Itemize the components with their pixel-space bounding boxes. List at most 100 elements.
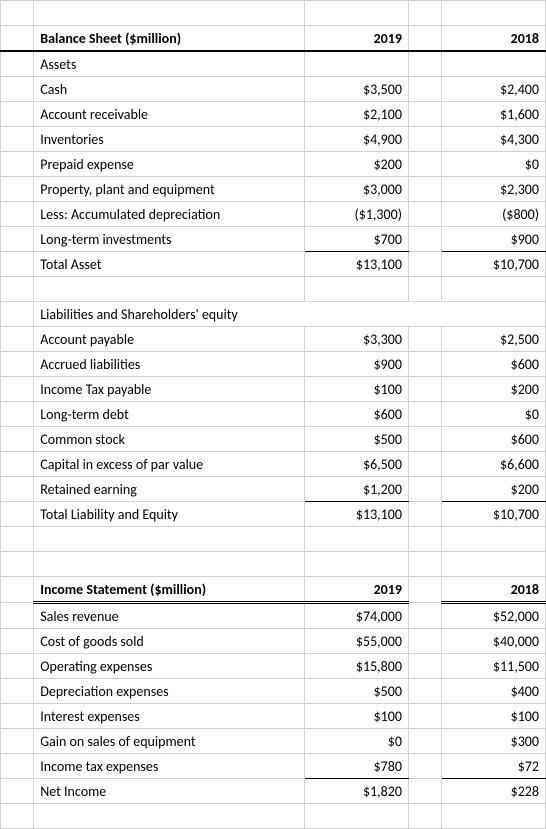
table-row: Property, plant and equipment$3,000 $2,30… — [1, 177, 546, 202]
row-y2: $0 — [442, 152, 546, 177]
row-label: Common stock — [34, 427, 305, 452]
row-y2: ($800) — [442, 202, 546, 227]
row-y1: $100 — [305, 704, 409, 729]
row-label: Capital in excess of par value — [34, 452, 305, 477]
row-label: Interest expenses — [34, 704, 305, 729]
row-y2: $200 — [442, 377, 546, 402]
row-label: Accrued liabilities — [34, 352, 305, 377]
table-row: Retained earning$1,200$200 — [1, 477, 546, 502]
table-row: Common stock$500 $600 — [1, 427, 546, 452]
table-row: Gain on sales of equipment$0 $300 — [1, 729, 546, 754]
table-row: Cash$3,500$2,400 — [1, 77, 546, 102]
table-row: Income tax expenses$780$72 — [1, 754, 546, 779]
row-label: Income Tax payable — [34, 377, 305, 402]
assets-heading-row: Assets — [1, 51, 546, 77]
row-y2: $400 — [442, 679, 546, 704]
total-liab-label: Total Liability and Equity — [34, 502, 305, 527]
row-y1: $55,000 — [305, 629, 409, 654]
table-row: Income Tax payable$100 $200 — [1, 377, 546, 402]
row-label: Gain on sales of equipment — [34, 729, 305, 754]
row-y1: $200 — [305, 152, 409, 177]
row-y2: $6,600 — [442, 452, 546, 477]
row-y2: $200 — [442, 477, 546, 502]
row-y1: $500 — [305, 427, 409, 452]
blank-row — [1, 804, 546, 829]
row-y2: $2,500 — [442, 327, 546, 352]
total-liab-y1: $13,100 — [305, 502, 409, 527]
row-y2: $300 — [442, 729, 546, 754]
row-y1: $0 — [305, 729, 409, 754]
row-label: Less: Accumulated depreciation — [34, 202, 305, 227]
row-y1: $74,000 — [305, 603, 409, 629]
assets-heading: Assets — [40, 56, 76, 73]
is-year-2018: 2018 — [442, 577, 546, 603]
total-assets-y2: $10,700 — [442, 252, 546, 277]
row-y1: $780 — [305, 754, 409, 779]
row-y1: $15,800 — [305, 654, 409, 679]
table-row: Cost of goods sold$55,000 $40,000 — [1, 629, 546, 654]
income-statement-header: Income Statement ($million) 2019 2018 — [1, 577, 546, 603]
row-y1: $6,500 — [305, 452, 409, 477]
table-row: Long-term investments$700 $900 — [1, 227, 546, 252]
balance-sheet-header: Balance Sheet ($million) 2019 2018 — [1, 26, 546, 52]
table-row: Operating expenses$15,800$11,500 — [1, 654, 546, 679]
total-liab-row: Total Liability and Equity$13,100$10,700 — [1, 502, 546, 527]
row-y1: $3,300 — [305, 327, 409, 352]
table-row: Account receivable$2,100$1,600 — [1, 102, 546, 127]
row-y1: $3,500 — [305, 77, 409, 102]
total-assets-row: Total Asset$13,100 $10,700 — [1, 252, 546, 277]
row-y1: $900 — [305, 352, 409, 377]
net-income-label: Net Income — [34, 779, 305, 804]
row-label: Cost of goods sold — [34, 629, 305, 654]
row-y2: $100 — [442, 704, 546, 729]
row-y2: $600 — [442, 427, 546, 452]
blank-row — [1, 277, 546, 302]
blank-row — [1, 1, 546, 26]
row-y1: $600 — [305, 402, 409, 427]
row-label: Retained earning — [34, 477, 305, 502]
row-label: Operating expenses — [34, 654, 305, 679]
row-y1: $2,100 — [305, 102, 409, 127]
net-income-row: Net Income$1,820 $228 — [1, 779, 546, 804]
row-y1: $700 — [305, 227, 409, 252]
row-y2: $2,400 — [442, 77, 546, 102]
liabilities-heading: Liabilities and Shareholders' equity — [40, 306, 238, 323]
table-row: Depreciation expenses$500 $400 — [1, 679, 546, 704]
row-y1: $500 — [305, 679, 409, 704]
table-row: Less: Accumulated depreciation($1,300) ($… — [1, 202, 546, 227]
total-assets-y1: $13,100 — [305, 252, 409, 277]
total-assets-label: Total Asset — [34, 252, 305, 277]
row-label: Sales revenue — [34, 603, 305, 629]
row-y2: $2,300 — [442, 177, 546, 202]
row-y2: $4,300 — [442, 127, 546, 152]
row-label: Prepaid expense — [34, 152, 305, 177]
row-y2: $900 — [442, 227, 546, 252]
net-income-y1: $1,820 — [305, 779, 409, 804]
row-label: Long-term investments — [34, 227, 305, 252]
row-label: Account payable — [34, 327, 305, 352]
row-y2: $0 — [442, 402, 546, 427]
spreadsheet-table: Balance Sheet ($million) 2019 2018 Asset… — [0, 0, 546, 829]
row-y1: $4,900 — [305, 127, 409, 152]
row-y1: $100 — [305, 377, 409, 402]
row-label: Long-term debt — [34, 402, 305, 427]
row-label: Property, plant and equipment — [34, 177, 305, 202]
row-y2: $52,000 — [442, 603, 546, 629]
row-y2: $600 — [442, 352, 546, 377]
table-row: Long-term debt$600 $0 — [1, 402, 546, 427]
table-row: Sales revenue$74,000 $52,000 — [1, 603, 546, 629]
row-y1: $3,000 — [305, 177, 409, 202]
table-row: Interest expenses$100$100 — [1, 704, 546, 729]
table-row: Capital in excess of par value$6,500 $6,6… — [1, 452, 546, 477]
liabilities-heading-row: Liabilities and Shareholders' equity — [1, 302, 546, 327]
bs-year-2018: 2018 — [442, 26, 546, 52]
row-y2: $40,000 — [442, 629, 546, 654]
table-row: Inventories$4,900$4,300 — [1, 127, 546, 152]
table-row: Account payable$3,300 $2,500 — [1, 327, 546, 352]
table-row: Prepaid expense$200 $0 — [1, 152, 546, 177]
net-income-y2: $228 — [442, 779, 546, 804]
bs-year-2019: 2019 — [305, 26, 409, 52]
row-y1: ($1,300) — [305, 202, 409, 227]
blank-row — [1, 552, 546, 577]
row-label: Depreciation expenses — [34, 679, 305, 704]
